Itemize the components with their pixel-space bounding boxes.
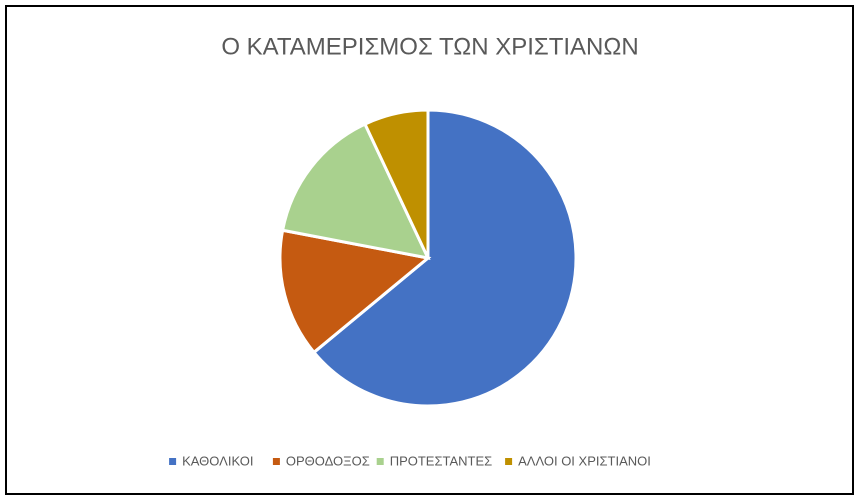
legend-label: ΚΑΘΟΛΙΚΟΙ [182, 453, 253, 468]
legend-label: ΟΡΘΟΔΟΞΟΣ [286, 453, 370, 468]
legend-label: ΠΡΟΤΕΣΤΑΝΤΕΣ [390, 453, 493, 468]
pie-slice [280, 122, 431, 261]
pie-slice [362, 108, 430, 259]
legend-swatch [505, 458, 513, 465]
chart-title: Ο ΚΑΤΑΜΕΡΙΣΜΟΣ ΤΩΝ ΧΡΙΣΤΙΑΝΩΝ [221, 33, 638, 60]
legend-label: ΑΛΛΟΙ ΟΙ ΧΡΙΣΤΙΑΝΟΙ [518, 453, 651, 468]
pie-slice [278, 228, 432, 355]
legend-swatch [169, 458, 177, 465]
legend-swatch [272, 458, 280, 465]
pie-slice [311, 108, 578, 408]
legend-swatch [376, 458, 384, 465]
